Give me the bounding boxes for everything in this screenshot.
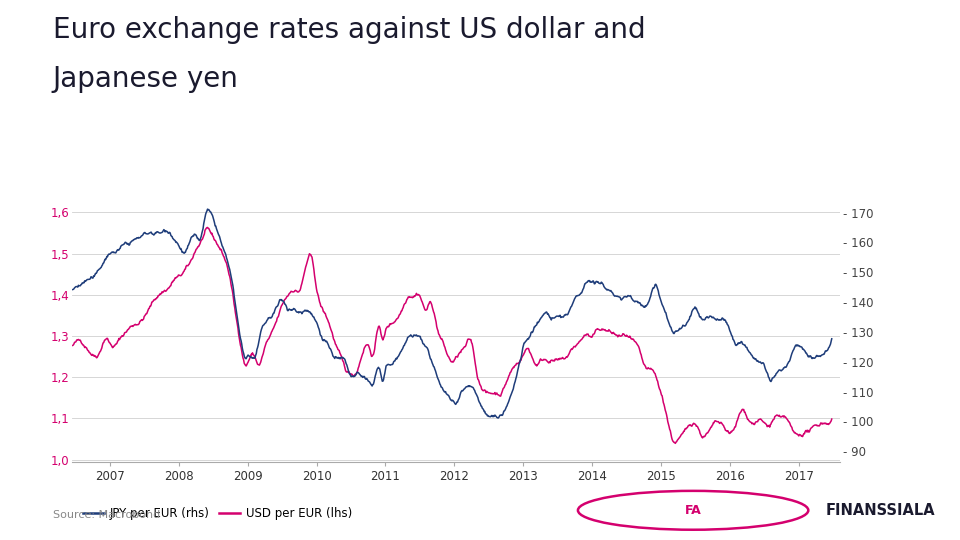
Legend: JPY per EUR (rhs), USD per EUR (lhs): JPY per EUR (rhs), USD per EUR (lhs) (78, 503, 357, 525)
Text: Euro exchange rates against US dollar and: Euro exchange rates against US dollar an… (53, 16, 645, 44)
Text: Japanese yen: Japanese yen (53, 65, 239, 93)
Text: FA: FA (684, 504, 702, 517)
Text: Source: Macrobond: Source: Macrobond (53, 510, 160, 521)
Text: FINANSSIALA: FINANSSIALA (826, 503, 935, 518)
